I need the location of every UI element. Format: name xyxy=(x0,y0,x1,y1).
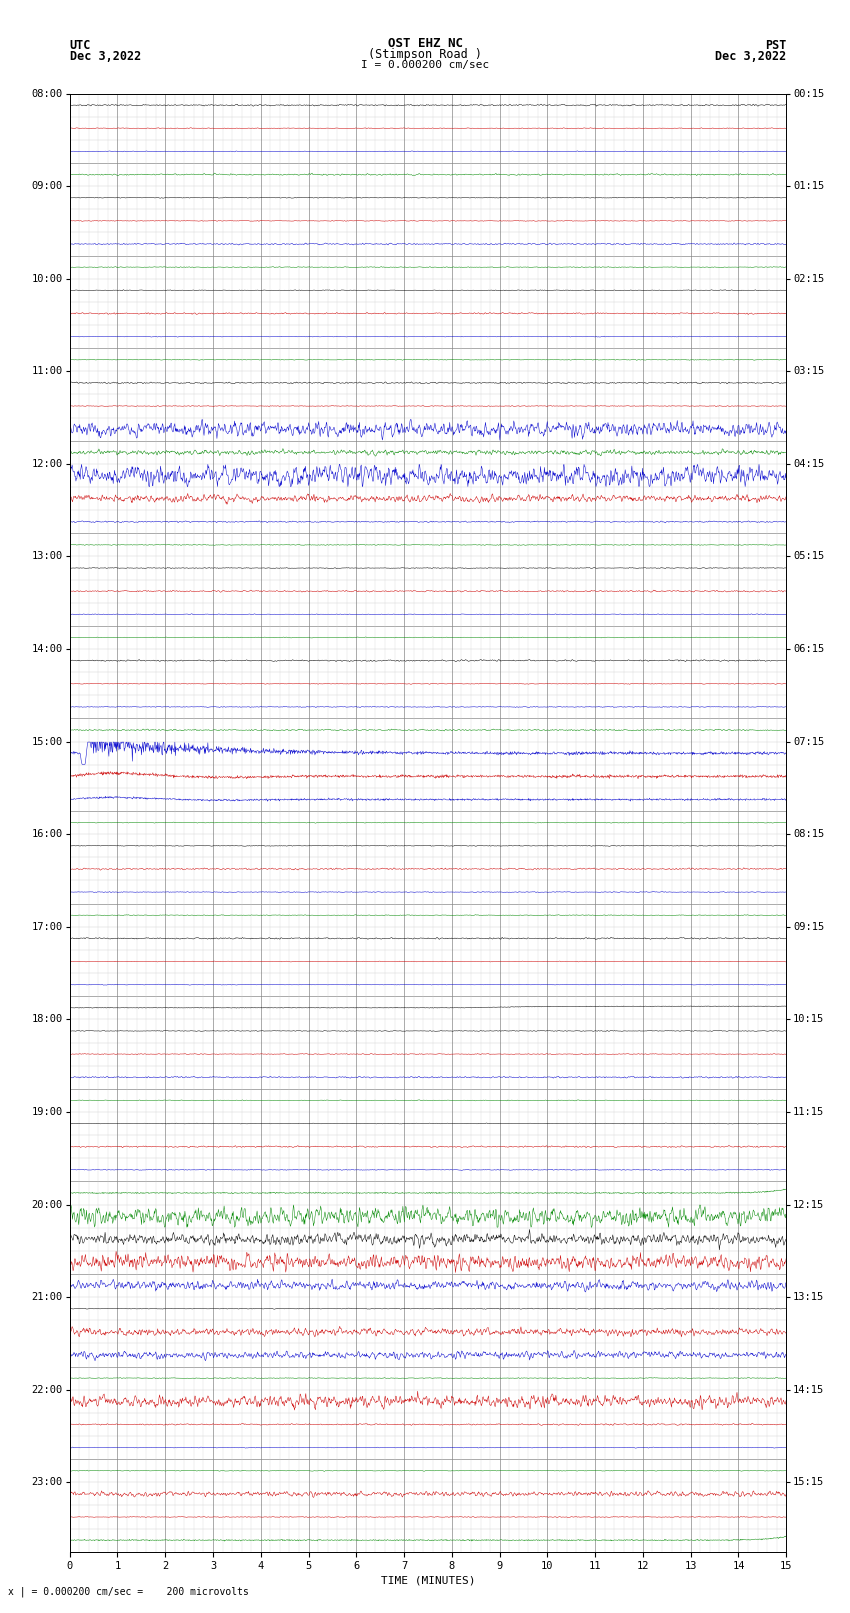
Text: Dec 3,2022: Dec 3,2022 xyxy=(70,50,141,63)
Text: PST: PST xyxy=(765,39,786,52)
Text: x | = 0.000200 cm/sec =    200 microvolts: x | = 0.000200 cm/sec = 200 microvolts xyxy=(8,1586,249,1597)
Text: UTC: UTC xyxy=(70,39,91,52)
Text: Dec 3,2022: Dec 3,2022 xyxy=(715,50,786,63)
Text: OST EHZ NC: OST EHZ NC xyxy=(388,37,462,50)
X-axis label: TIME (MINUTES): TIME (MINUTES) xyxy=(381,1576,475,1586)
Text: I = 0.000200 cm/sec: I = 0.000200 cm/sec xyxy=(361,60,489,69)
Text: (Stimpson Road ): (Stimpson Road ) xyxy=(368,48,482,61)
